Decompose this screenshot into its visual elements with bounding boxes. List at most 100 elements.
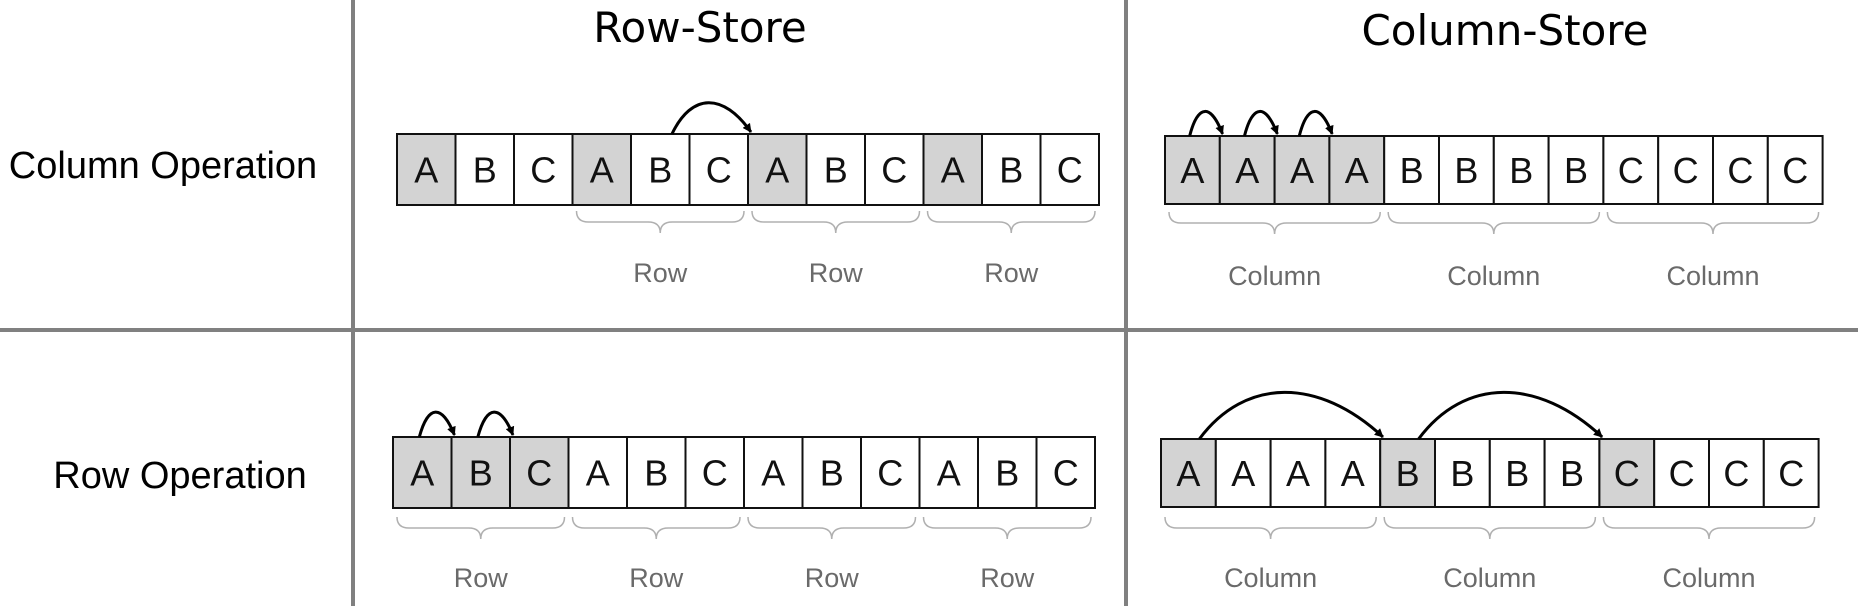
memory-cell [630, 133, 691, 206]
cell-letter: C [1614, 453, 1640, 494]
memory-cell [1273, 135, 1331, 205]
memory-cell [1438, 135, 1495, 205]
memory-cell [1492, 135, 1550, 205]
memory-cell [860, 436, 921, 509]
group-label: Row [454, 563, 509, 593]
group-brace [747, 516, 917, 540]
group-label: Column [1666, 261, 1759, 291]
group-brace [575, 210, 745, 234]
cell-letter: C [1669, 453, 1695, 494]
group-brace [922, 516, 1092, 540]
memory-cell [1160, 438, 1217, 508]
memory-cell [1328, 135, 1386, 205]
memory-cell [1762, 438, 1820, 508]
memory-cell [1035, 436, 1096, 509]
cell-letter: B [1450, 453, 1474, 494]
memory-cell [1766, 135, 1824, 205]
memory-cell [571, 133, 632, 206]
memory-cell [688, 133, 749, 206]
group-brace [1168, 211, 1381, 235]
memory-cell [981, 133, 1042, 206]
cell-letter: C [1057, 150, 1083, 191]
group-label: Column [1224, 563, 1317, 593]
memory-cell [1383, 135, 1440, 205]
cell-letter: B [473, 150, 497, 191]
group-brace [1164, 516, 1377, 540]
cell-letter: C [702, 453, 728, 494]
memory-cell [1164, 135, 1221, 205]
group-label: Column [1447, 261, 1540, 291]
cell-letter: A [761, 453, 785, 494]
memory-cell [1657, 135, 1714, 205]
cell-letter: C [1778, 453, 1804, 494]
cell-letter: A [1235, 150, 1259, 191]
group-label: Row [805, 563, 860, 593]
cell-letter: A [1180, 150, 1204, 191]
cell-letter: A [1345, 150, 1369, 191]
cell-letter: A [941, 150, 965, 191]
group-label: Row [809, 258, 864, 288]
cell-letter: A [1231, 453, 1255, 494]
cell-letter: B [820, 453, 844, 494]
memory-cell [1218, 135, 1276, 205]
cell-letter: B [469, 453, 493, 494]
cell-letter: C [881, 150, 907, 191]
group-brace [1606, 211, 1820, 235]
cell-letter: C [530, 150, 556, 191]
memory-cell [1598, 438, 1656, 508]
memory-cell [864, 133, 925, 206]
cell-letter: C [1673, 150, 1699, 191]
group-brace [751, 210, 921, 234]
access-arrow [1297, 110, 1334, 137]
memory-cell [684, 436, 745, 509]
group-label: Column [1228, 261, 1321, 291]
cell-letter: A [937, 453, 961, 494]
cell-letter: B [644, 453, 668, 494]
group-label: Column [1662, 563, 1755, 593]
memory-cell [513, 133, 574, 206]
access-arrow [417, 410, 456, 438]
cell-letter: C [706, 150, 732, 191]
cell-letter: B [1509, 150, 1533, 191]
cell-letter: B [1400, 150, 1424, 191]
memory-cell [1712, 135, 1769, 205]
cell-letter: C [1727, 150, 1753, 191]
group-label: Column [1443, 563, 1536, 593]
memory-cell [1379, 438, 1436, 508]
memory-cell [1039, 133, 1100, 206]
memory-cell [922, 133, 983, 206]
access-arrow [1198, 390, 1384, 440]
cell-letter: A [410, 453, 434, 494]
memory-cell [1488, 438, 1546, 508]
group-brace [1602, 516, 1816, 540]
row-label-column-operation: Column Operation [9, 145, 317, 187]
access-arrow [476, 410, 515, 438]
cell-letter: B [1560, 453, 1584, 494]
cell-letter: A [1176, 453, 1200, 494]
group-label: Row [984, 258, 1039, 288]
cell-letter: C [1053, 453, 1079, 494]
cell-letter: A [590, 150, 614, 191]
cell-letter: A [586, 453, 610, 494]
cell-letter: B [1564, 150, 1588, 191]
group-brace [926, 210, 1096, 234]
access-arrow [1417, 390, 1604, 440]
memory-cell [1543, 438, 1601, 508]
cell-letter: B [648, 150, 672, 191]
memory-cell [977, 436, 1038, 509]
memory-cell [805, 133, 866, 206]
header-row-store: Row-Store [593, 3, 807, 52]
cell-letter: A [765, 150, 789, 191]
group-brace [1387, 211, 1601, 235]
memory-cell [1602, 135, 1660, 205]
cell-letter: A [1341, 453, 1365, 494]
cell-letter: C [1723, 453, 1749, 494]
cell-letter: A [1290, 150, 1314, 191]
cell-letter: A [414, 150, 438, 191]
row-label-row-operation: Row Operation [53, 455, 306, 497]
group-brace [396, 516, 566, 540]
cell-letter: C [1782, 150, 1808, 191]
